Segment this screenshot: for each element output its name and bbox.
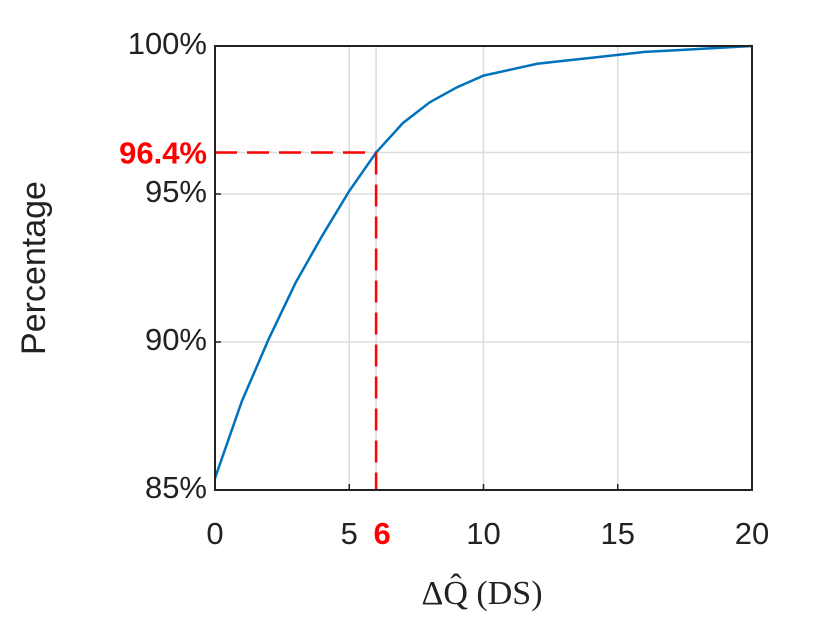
x-tick-label: 10 xyxy=(466,516,500,551)
x-tick-label: 0 xyxy=(206,516,223,551)
y-tick-label: 90% xyxy=(145,322,207,357)
x-tick-label: 5 xyxy=(341,516,358,551)
x-tick-label: 15 xyxy=(601,516,635,551)
annotation-x-label: 6 xyxy=(373,516,390,551)
y-tick-label: 100% xyxy=(128,26,207,61)
y-tick-label: 95% xyxy=(145,174,207,209)
x-axis-label: ΔQ̂ (DS) xyxy=(421,573,542,612)
y-tick-label: 85% xyxy=(145,470,207,505)
y-axis-label: Percentage xyxy=(15,181,53,355)
x-tick-label: 20 xyxy=(735,516,769,551)
annotation-y-label: 96.4% xyxy=(119,136,207,171)
plot-frame xyxy=(214,45,753,491)
data-line xyxy=(213,44,753,479)
